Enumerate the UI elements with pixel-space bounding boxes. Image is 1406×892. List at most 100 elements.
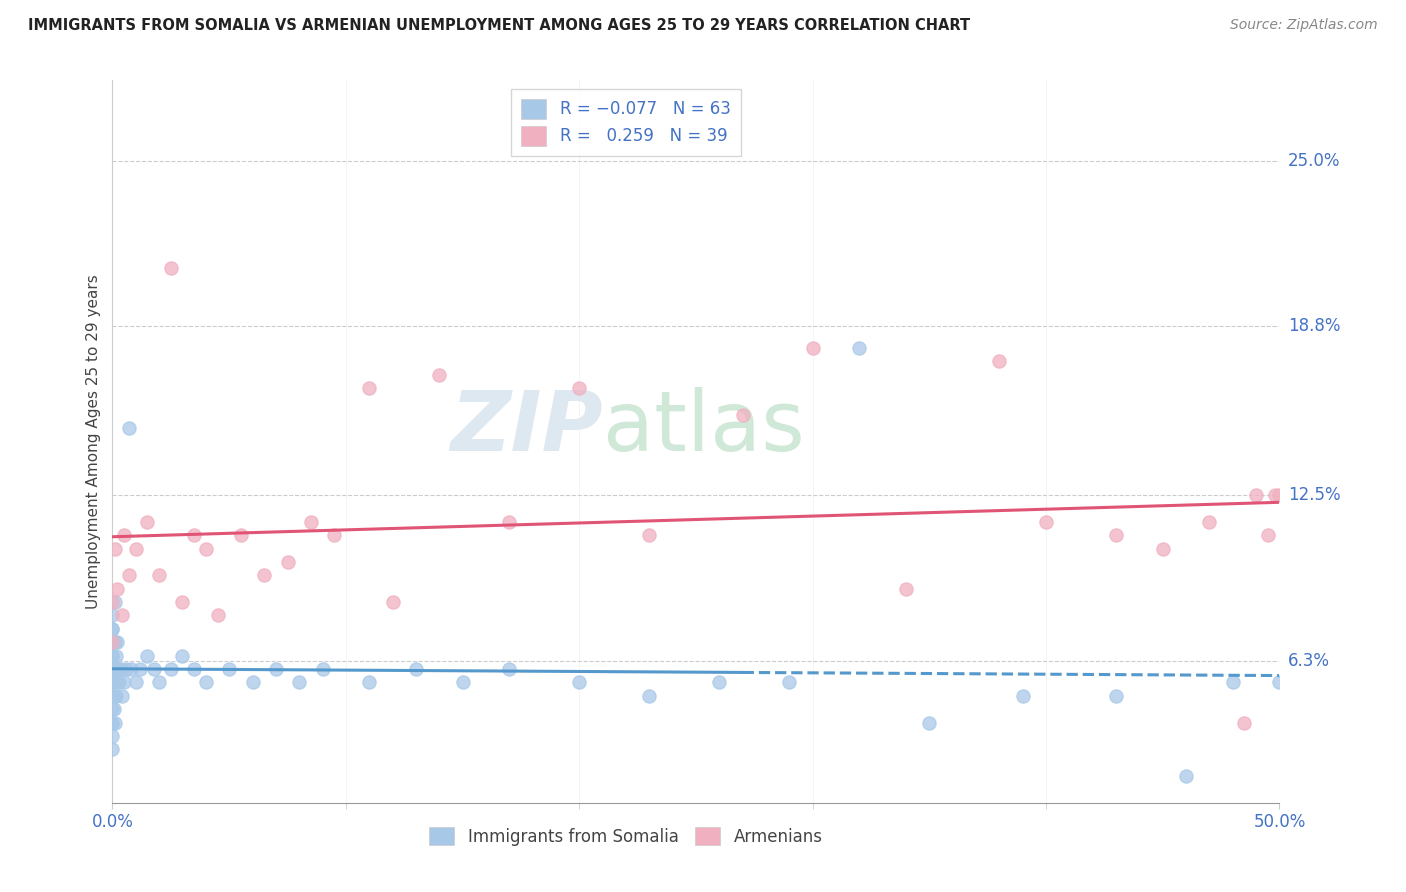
Point bbox=[101, 729, 124, 743]
Point bbox=[264, 662, 287, 676]
Point bbox=[288, 675, 311, 690]
Point bbox=[101, 648, 124, 663]
Point bbox=[1105, 689, 1128, 703]
Text: ZIP: ZIP bbox=[450, 386, 603, 467]
Point bbox=[101, 635, 124, 649]
Point bbox=[638, 528, 661, 542]
Point bbox=[115, 662, 138, 676]
Point bbox=[148, 675, 170, 690]
Point bbox=[104, 715, 127, 730]
Legend: Immigrants from Somalia, Armenians: Immigrants from Somalia, Armenians bbox=[423, 821, 830, 852]
Point bbox=[101, 622, 124, 636]
Point bbox=[801, 341, 824, 355]
Point bbox=[104, 689, 127, 703]
Point bbox=[125, 541, 148, 556]
Point bbox=[242, 675, 264, 690]
Point bbox=[1233, 715, 1256, 730]
Point bbox=[160, 662, 183, 676]
Point bbox=[104, 635, 127, 649]
Point bbox=[1268, 675, 1291, 690]
Point bbox=[105, 675, 128, 690]
Point bbox=[103, 702, 125, 716]
Point bbox=[568, 381, 591, 395]
Point bbox=[194, 675, 217, 690]
Point bbox=[107, 662, 129, 676]
Point bbox=[101, 622, 124, 636]
Text: 18.8%: 18.8% bbox=[1288, 318, 1340, 335]
Point bbox=[498, 515, 520, 529]
Point bbox=[125, 675, 148, 690]
Point bbox=[104, 541, 127, 556]
Point bbox=[1035, 515, 1057, 529]
Point bbox=[101, 608, 124, 623]
Point bbox=[101, 675, 124, 690]
Point bbox=[105, 582, 128, 596]
Point bbox=[105, 635, 128, 649]
Point bbox=[101, 715, 124, 730]
Point bbox=[118, 568, 141, 582]
Point bbox=[276, 555, 298, 569]
Point bbox=[894, 582, 917, 596]
Point bbox=[111, 689, 134, 703]
Point bbox=[1268, 488, 1291, 502]
Point bbox=[112, 528, 135, 542]
Point bbox=[405, 662, 427, 676]
Point bbox=[104, 662, 127, 676]
Point bbox=[101, 662, 124, 676]
Point bbox=[111, 608, 134, 623]
Point bbox=[108, 675, 131, 690]
Point bbox=[1257, 528, 1279, 542]
Point bbox=[129, 662, 152, 676]
Point bbox=[1105, 528, 1128, 542]
Point bbox=[160, 260, 183, 275]
Point bbox=[101, 648, 124, 663]
Point bbox=[183, 528, 205, 542]
Point bbox=[1222, 675, 1244, 690]
Point bbox=[218, 662, 240, 676]
Point bbox=[1175, 769, 1198, 783]
Y-axis label: Unemployment Among Ages 25 to 29 years: Unemployment Among Ages 25 to 29 years bbox=[86, 274, 101, 609]
Point bbox=[112, 675, 135, 690]
Point bbox=[359, 381, 381, 395]
Point bbox=[299, 515, 322, 529]
Point bbox=[101, 702, 124, 716]
Point bbox=[1152, 541, 1174, 556]
Point bbox=[101, 675, 124, 690]
Point bbox=[110, 662, 132, 676]
Point bbox=[568, 675, 591, 690]
Point bbox=[136, 515, 159, 529]
Point bbox=[172, 648, 194, 663]
Point bbox=[323, 528, 346, 542]
Point bbox=[359, 675, 381, 690]
Text: 25.0%: 25.0% bbox=[1288, 152, 1340, 169]
Point bbox=[120, 662, 142, 676]
Point bbox=[172, 595, 194, 609]
Point bbox=[136, 648, 159, 663]
Point bbox=[229, 528, 252, 542]
Text: 6.3%: 6.3% bbox=[1288, 652, 1330, 670]
Point bbox=[918, 715, 941, 730]
Text: Source: ZipAtlas.com: Source: ZipAtlas.com bbox=[1230, 18, 1378, 32]
Point bbox=[381, 595, 404, 609]
Point bbox=[1011, 689, 1033, 703]
Point bbox=[148, 568, 170, 582]
Point bbox=[104, 689, 127, 703]
Text: atlas: atlas bbox=[603, 386, 804, 467]
Point bbox=[103, 662, 125, 676]
Point bbox=[101, 595, 124, 609]
Point bbox=[1198, 515, 1220, 529]
Point bbox=[988, 354, 1011, 368]
Point bbox=[207, 608, 229, 623]
Point bbox=[848, 341, 870, 355]
Point bbox=[101, 715, 124, 730]
Point bbox=[638, 689, 661, 703]
Point bbox=[1244, 488, 1267, 502]
Text: 12.5%: 12.5% bbox=[1288, 486, 1340, 504]
Point bbox=[183, 662, 205, 676]
Point bbox=[143, 662, 166, 676]
Point bbox=[118, 421, 141, 435]
Point bbox=[194, 541, 217, 556]
Text: IMMIGRANTS FROM SOMALIA VS ARMENIAN UNEMPLOYMENT AMONG AGES 25 TO 29 YEARS CORRE: IMMIGRANTS FROM SOMALIA VS ARMENIAN UNEM… bbox=[28, 18, 970, 33]
Point bbox=[101, 635, 124, 649]
Point bbox=[104, 595, 127, 609]
